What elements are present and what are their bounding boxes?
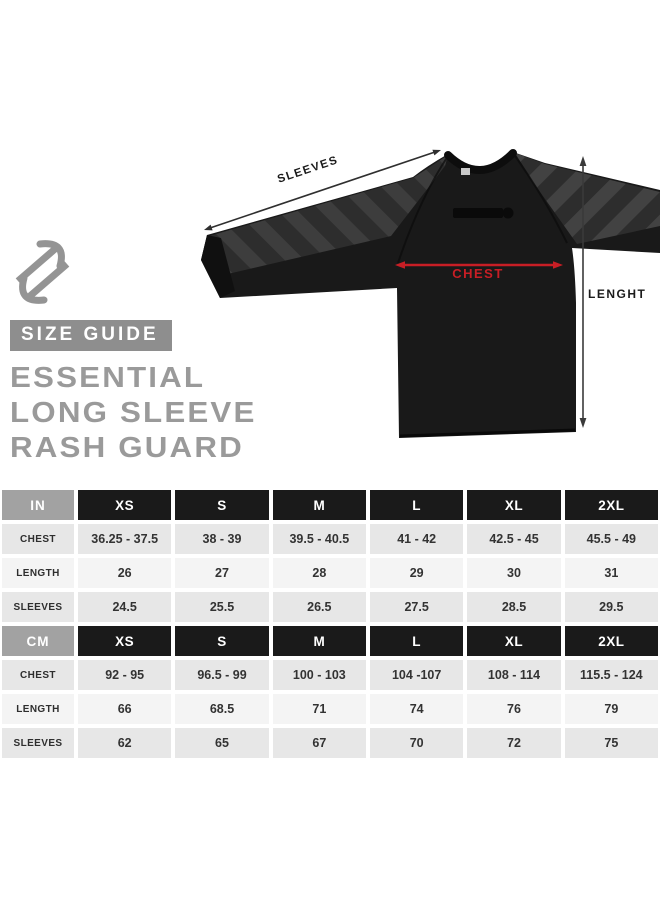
table-cell: 25.5: [175, 592, 269, 622]
table-cell: 72: [467, 728, 561, 758]
product-title-line1: ESSENTIAL: [10, 362, 206, 394]
table-cell: 27.5: [370, 592, 464, 622]
table-cell: 96.5 - 99: [175, 660, 269, 690]
chest-measure-label: CHEST: [452, 266, 504, 281]
table-cell: 66: [78, 694, 172, 724]
table-cell: 71: [272, 694, 366, 724]
table-cell: 42.5 - 45: [467, 524, 561, 554]
size-header-2xl: 2XL: [564, 490, 658, 520]
table-cell: 30: [467, 558, 561, 588]
table-cell: 26.5: [272, 592, 366, 622]
table-cell: 29: [370, 558, 464, 588]
row-label-sleeves-in: SLEEVES: [2, 592, 74, 622]
table-cell: 28: [272, 558, 366, 588]
unit-header-cm: CM: [2, 626, 74, 656]
size-header-xs: XS: [78, 626, 172, 656]
size-table: IN XS S M L XL 2XL CHEST 36.25 - 37.5 38…: [2, 490, 658, 758]
size-guide-badge: SIZE GUIDE: [10, 320, 172, 351]
row-label-chest-in: CHEST: [2, 524, 74, 554]
table-cell: 29.5: [564, 592, 658, 622]
table-cell: 75: [564, 728, 658, 758]
table-cell: 24.5: [78, 592, 172, 622]
row-label-length-cm: LENGTH: [2, 694, 74, 724]
size-header-s: S: [175, 626, 269, 656]
table-cell: 26: [78, 558, 172, 588]
size-header-s: S: [175, 490, 269, 520]
shirt-collar: [444, 149, 517, 174]
size-header-m: M: [272, 490, 366, 520]
row-label-sleeves-cm: SLEEVES: [2, 728, 74, 758]
shirt-right-shoulder-panel: [515, 153, 660, 244]
table-cell: 36.25 - 37.5: [78, 524, 172, 554]
table-cell: 74: [370, 694, 464, 724]
table-cell: 67: [272, 728, 366, 758]
table-cell: 79: [564, 694, 658, 724]
table-cell: 108 - 114: [467, 660, 561, 690]
table-cell: 68.5: [175, 694, 269, 724]
table-cell: 38 - 39: [175, 524, 269, 554]
product-title-line2: LONG SLEEVE: [10, 397, 257, 429]
table-cell: 92 - 95: [78, 660, 172, 690]
size-header-l: L: [370, 490, 464, 520]
chest-logo-bar: [453, 208, 503, 218]
table-cell: 62: [78, 728, 172, 758]
shirt-left-cuff: [201, 235, 235, 298]
table-cell: 100 - 103: [272, 660, 366, 690]
size-header-xl: XL: [467, 490, 561, 520]
table-cell: 41 - 42: [370, 524, 464, 554]
table-cell: 28.5: [467, 592, 561, 622]
table-cell: 39.5 - 40.5: [272, 524, 366, 554]
table-cell: 104 -107: [370, 660, 464, 690]
size-header-l: L: [370, 626, 464, 656]
brand-s-logo-icon: [15, 240, 70, 304]
length-measure-label: LENGHT: [588, 287, 647, 301]
table-cell: 115.5 - 124: [564, 660, 658, 690]
table-cell: 27: [175, 558, 269, 588]
collar-tag: [461, 168, 470, 175]
product-title: ESSENTIAL LONG SLEEVE RASH GUARD: [10, 361, 257, 466]
table-cell: 76: [467, 694, 561, 724]
table-cell: 45.5 - 49: [564, 524, 658, 554]
size-header-m: M: [272, 626, 366, 656]
table-cell: 31: [564, 558, 658, 588]
table-cell: 65: [175, 728, 269, 758]
size-header-xl: XL: [467, 626, 561, 656]
size-header-xs: XS: [78, 490, 172, 520]
size-header-2xl: 2XL: [564, 626, 658, 656]
table-cell: 70: [370, 728, 464, 758]
chest-logo-emblem: [502, 207, 514, 219]
row-label-chest-cm: CHEST: [2, 660, 74, 690]
product-title-line3: RASH GUARD: [10, 432, 244, 464]
unit-header-in: IN: [2, 490, 74, 520]
row-label-length-in: LENGTH: [2, 558, 74, 588]
